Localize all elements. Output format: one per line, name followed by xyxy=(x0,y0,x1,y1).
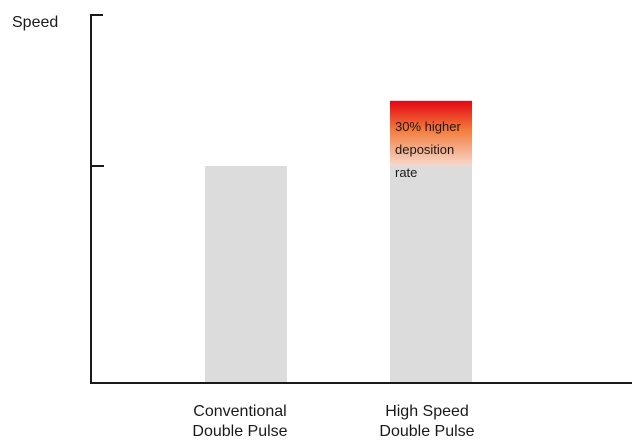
highlight-group: 30% higher deposition rate xyxy=(390,100,472,180)
category-labels-group: Conventional Double Pulse High Speed Double… xyxy=(192,403,474,440)
bar-1 xyxy=(205,166,287,383)
y-axis-label: Speed xyxy=(12,14,58,31)
annotation-line-1: 30% higher xyxy=(395,119,461,134)
category-label-2: High Speed Double Pulse xyxy=(379,403,474,440)
annotation-line-2: deposition xyxy=(395,142,454,157)
highlight-increase-segment xyxy=(390,100,472,166)
annotation-line-3: rate xyxy=(395,165,417,180)
category-label-1: Conventional Double Pulse xyxy=(192,403,287,440)
